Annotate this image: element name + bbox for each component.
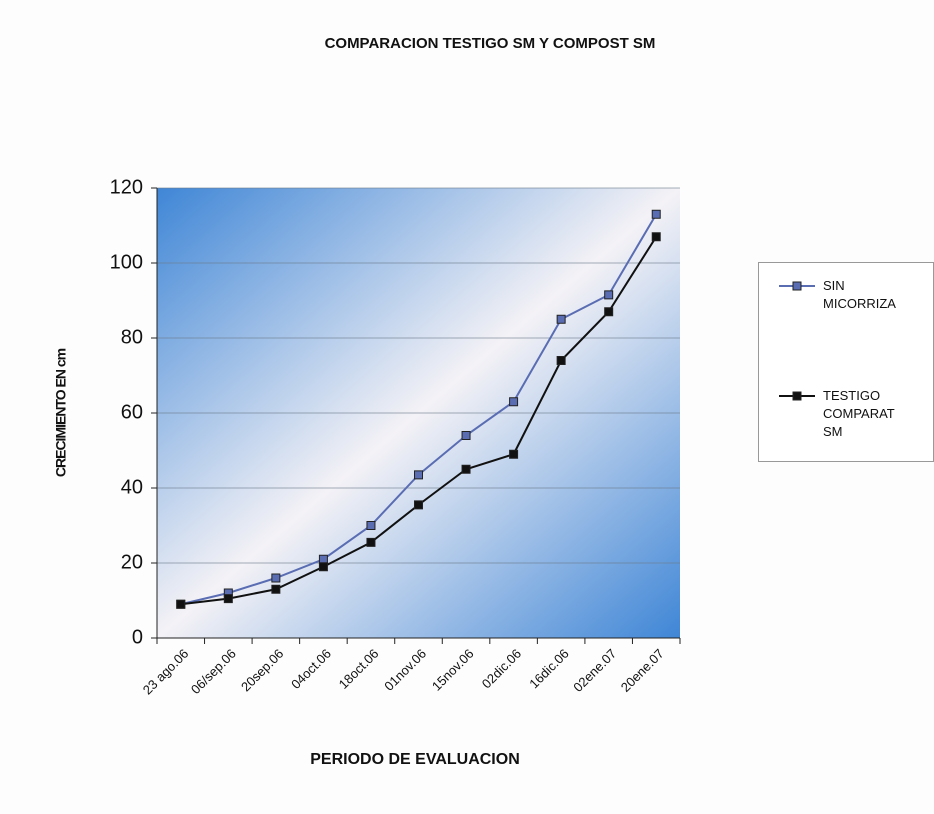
x-tick-label: 20ene.07 <box>618 646 667 695</box>
y-tick-label: 60 <box>121 401 143 423</box>
marker <box>556 356 566 365</box>
y-tick-label: 0 <box>132 626 143 648</box>
legend-entry: TESTIGO COMPARAT SM <box>777 387 913 441</box>
marker <box>176 599 186 609</box>
legend-swatch <box>779 281 815 291</box>
marker <box>556 314 566 324</box>
legend-label: SIN MICORRIZA <box>823 278 896 311</box>
y-tick-label: 100 <box>110 251 143 273</box>
y-axis-title: CRECIMIENTO EN cm <box>53 348 69 477</box>
marker <box>604 290 614 300</box>
x-tick-label: 02dic.06 <box>479 646 524 691</box>
legend-marker <box>792 281 802 291</box>
x-tick-label: 16dic.06 <box>526 646 571 691</box>
marker <box>509 397 519 407</box>
marker <box>414 500 423 510</box>
marker <box>271 573 281 583</box>
marker <box>651 209 661 219</box>
marker <box>318 562 328 572</box>
legend-label: TESTIGO COMPARAT SM <box>823 388 895 439</box>
marker <box>651 232 661 242</box>
x-axis-title: PERIODO DE EVALUACION <box>310 751 520 768</box>
x-tick-label: 15nov.06 <box>429 646 477 694</box>
marker <box>366 537 376 547</box>
marker <box>223 594 233 604</box>
x-tick-label: 04oct.06 <box>288 646 334 692</box>
y-tick-label: 80 <box>121 326 143 348</box>
marker <box>414 470 423 480</box>
y-tick-label: 40 <box>121 476 143 498</box>
marker <box>461 464 471 474</box>
x-tick-label: 06/sep.06 <box>188 646 239 697</box>
x-tick-label: 18oct.06 <box>336 646 382 692</box>
x-tick-label: 20sep.06 <box>238 646 286 694</box>
marker <box>318 554 328 564</box>
chart-title: COMPARACION TESTIGO SM Y COMPOST SM <box>325 35 656 52</box>
marker <box>509 449 519 459</box>
x-tick-label: 23 ago.06 <box>140 646 192 698</box>
y-tick-label: 120 <box>110 176 143 198</box>
legend-marker <box>792 391 802 401</box>
y-tick-label: 20 <box>121 551 143 573</box>
legend-entry: SIN MICORRIZA <box>777 277 913 313</box>
marker <box>461 431 471 440</box>
marker <box>604 307 614 317</box>
legend: SIN MICORRIZA TESTIGO COMPARAT SM <box>758 262 934 462</box>
x-tick-label: 01nov.06 <box>381 646 429 694</box>
x-tick-label: 02ene.07 <box>570 646 619 695</box>
marker <box>271 584 281 594</box>
marker <box>366 521 376 530</box>
legend-swatch <box>779 391 815 401</box>
